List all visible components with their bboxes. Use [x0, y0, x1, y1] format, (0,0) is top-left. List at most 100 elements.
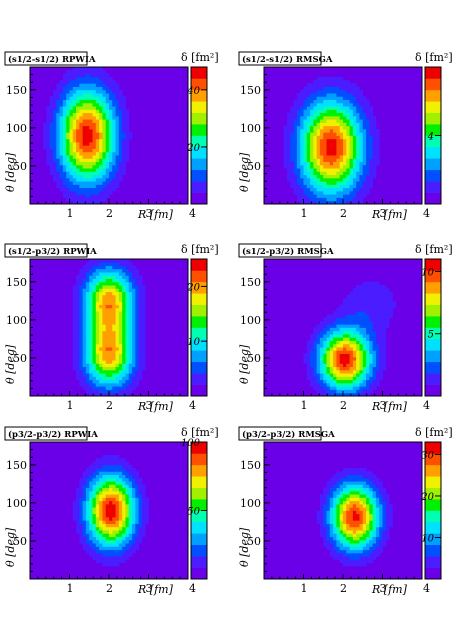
heatmap-cell — [375, 513, 380, 518]
colorbar-band — [191, 169, 207, 182]
heatmap-cell — [336, 164, 341, 169]
heatmap-cell — [316, 379, 321, 384]
heatmap-cell — [85, 546, 90, 551]
heatmap-cell — [92, 510, 97, 515]
heatmap-cell — [329, 369, 334, 374]
heatmap-cell — [290, 168, 295, 172]
heatmap-cell — [118, 471, 123, 476]
heatmap-cell — [319, 148, 324, 153]
heatmap-cell — [79, 272, 84, 276]
heatmap-cell — [141, 343, 146, 348]
heatmap-cell — [372, 311, 377, 315]
heatmap-cell — [366, 517, 370, 521]
heatmap-cell — [95, 559, 100, 564]
heatmap-cell — [128, 376, 133, 381]
heatmap-cell — [310, 340, 314, 345]
x-tick-label: 3 — [146, 582, 153, 595]
heatmap-cell — [46, 132, 51, 136]
heatmap-cell — [56, 158, 61, 162]
heatmap-cell — [316, 86, 321, 91]
heatmap-cell — [349, 291, 354, 296]
heatmap-cell — [336, 347, 341, 351]
heatmap-cell — [99, 523, 103, 528]
heatmap-cell — [349, 190, 354, 195]
heatmap-cell — [339, 99, 344, 104]
heatmap-cell — [339, 559, 344, 564]
heatmap-cell — [333, 330, 337, 335]
heatmap-cell — [92, 184, 97, 189]
heatmap-cell — [310, 356, 314, 361]
heatmap-cell — [326, 353, 331, 358]
heatmap-cell — [326, 539, 331, 544]
heatmap-cell — [118, 379, 123, 384]
heatmap-cell — [76, 507, 80, 511]
heatmap-cell — [109, 490, 113, 495]
heatmap-cell — [85, 148, 90, 153]
heatmap-cell — [125, 275, 130, 279]
x-tick-label: 2 — [340, 399, 347, 412]
panel-title: (s1/2-s1/2) RMSGA — [242, 54, 333, 65]
heatmap-cell — [132, 536, 136, 541]
heatmap-cell — [145, 517, 149, 521]
heatmap-cell — [72, 330, 77, 335]
heatmap-cell — [138, 490, 143, 495]
heatmap-cell — [362, 468, 367, 472]
heatmap-cell — [92, 464, 97, 469]
heatmap-cell — [339, 138, 344, 143]
heatmap-cell — [69, 161, 74, 166]
heatmap-cell — [375, 304, 380, 309]
heatmap-cell — [132, 275, 136, 279]
heatmap-cell — [319, 366, 324, 371]
heatmap-cell — [92, 320, 97, 325]
heatmap-cell — [369, 549, 374, 554]
colorbar-band — [425, 338, 441, 351]
heatmap-cell — [128, 340, 133, 345]
heatmap-cell — [99, 539, 103, 544]
heatmap-cell — [89, 96, 93, 101]
heatmap-cell — [359, 301, 364, 306]
heatmap-cell — [323, 337, 327, 341]
heatmap-cell — [326, 373, 331, 377]
heatmap-cell — [122, 320, 126, 325]
heatmap-cell — [99, 533, 103, 537]
heatmap-cell — [329, 102, 334, 107]
heatmap-cell — [339, 366, 344, 371]
heatmap-cell — [115, 259, 120, 263]
heatmap-cell — [352, 366, 357, 371]
heatmap-cell — [122, 158, 126, 162]
heatmap-cell — [105, 530, 110, 534]
heatmap-cell — [296, 181, 301, 185]
heatmap-cell — [109, 262, 113, 266]
heatmap-cell — [122, 285, 126, 289]
heatmap-cell — [319, 125, 324, 130]
heatmap-cell — [310, 343, 314, 348]
colorbar-band — [425, 556, 441, 568]
heatmap-cell — [95, 347, 100, 351]
heatmap-cell — [372, 301, 377, 306]
heatmap-cell — [99, 552, 103, 557]
colorbar-label: δ [fm²] — [181, 243, 219, 256]
heatmap-cell — [343, 106, 347, 110]
heatmap-cell — [326, 155, 331, 159]
heatmap-cell — [310, 161, 314, 166]
heatmap-cell — [122, 334, 126, 338]
heatmap-cell — [300, 125, 304, 130]
heatmap-cell — [115, 155, 120, 159]
heatmap-cell — [79, 86, 84, 91]
heatmap-cell — [379, 314, 383, 319]
heatmap-cell — [118, 503, 123, 508]
heatmap-cell — [95, 304, 100, 309]
heatmap-cell — [310, 379, 314, 384]
heatmap-cell — [109, 304, 113, 309]
heatmap-cell — [92, 112, 97, 117]
heatmap-cell — [109, 135, 113, 140]
heatmap-cell — [118, 288, 123, 293]
heatmap-cell — [79, 334, 84, 338]
heatmap-cell — [53, 119, 57, 123]
heatmap-cell — [122, 125, 126, 130]
heatmap-cell — [118, 376, 123, 381]
heatmap-cell — [128, 307, 133, 312]
heatmap-cell — [375, 301, 380, 306]
